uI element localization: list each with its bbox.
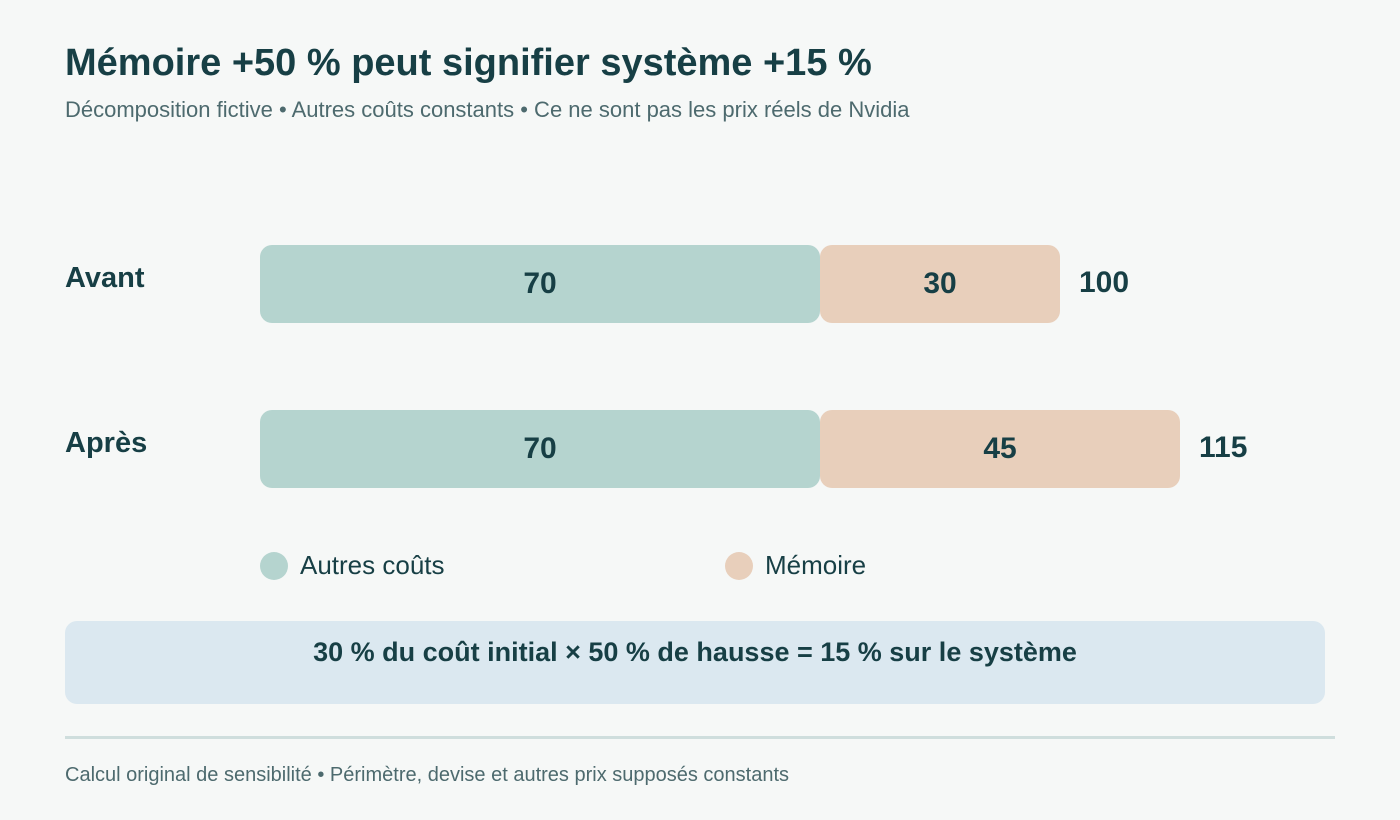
legend-swatch-memory — [725, 551, 753, 580]
divider — [65, 736, 1335, 739]
bar-memory-0: 30 — [820, 245, 1060, 323]
legend-label-other: Autres coûts — [300, 550, 445, 580]
formula-callout: 30 % du coût initial × 50 % de hausse = … — [65, 621, 1325, 704]
legend-item-other: Autres coûts — [260, 550, 445, 581]
bar-other-1: 70 — [260, 410, 820, 488]
bar-other-0: 70 — [260, 245, 820, 323]
legend-swatch-other — [260, 551, 288, 580]
bar-total-1: 115 — [1199, 431, 1248, 464]
legend-label-memory: Mémoire — [765, 550, 867, 580]
footer-note: Calcul original de sensibilité • Périmèt… — [65, 764, 790, 786]
bar-value-label: 30 — [923, 267, 957, 300]
formula-text: 30 % du coût initial × 50 % de hausse = … — [313, 637, 1077, 667]
bar-value-label: 70 — [523, 267, 557, 300]
row-label-apres: Après — [65, 427, 148, 459]
bar-total-0: 100 — [1079, 266, 1130, 299]
bar-value-label: 70 — [523, 432, 557, 465]
bar-value-label: 45 — [983, 432, 1017, 465]
legend-item-memory: Mémoire — [725, 550, 866, 581]
bar-memory-1: 45 — [820, 410, 1180, 488]
chart-title: Mémoire +50 % peut signifier système +15… — [65, 42, 872, 84]
row-label-avant: Avant — [65, 262, 145, 294]
chart-subtitle: Décomposition fictive • Autres coûts con… — [65, 97, 910, 122]
